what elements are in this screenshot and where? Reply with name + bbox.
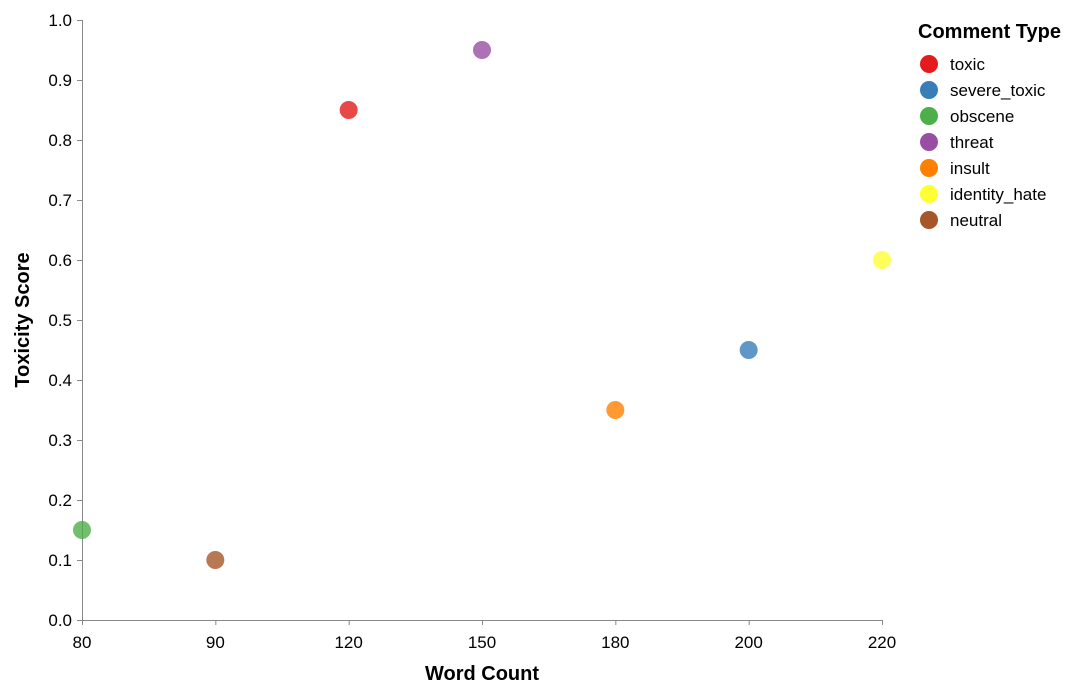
point-severe-toxic[interactable] bbox=[739, 341, 758, 359]
x-tick-label: 120 bbox=[334, 633, 362, 652]
x-tick-label: 90 bbox=[206, 633, 225, 652]
legend-label: severe_toxic bbox=[950, 81, 1046, 100]
x-tick-label: 180 bbox=[601, 633, 629, 652]
y-tick-label: 0.5 bbox=[48, 311, 72, 330]
y-tick-label: 0.8 bbox=[48, 131, 72, 150]
y-tick-label: 1.0 bbox=[48, 11, 72, 30]
y-tick-label: 0.4 bbox=[48, 371, 72, 390]
legend-swatch-severe-toxic bbox=[920, 81, 938, 99]
legend-title: Comment Type bbox=[918, 21, 1061, 43]
x-axis: 80 90 120 150 180 200 220 bbox=[73, 620, 896, 652]
x-tick-label: 150 bbox=[468, 633, 496, 652]
x-axis-title: Word Count bbox=[425, 663, 539, 685]
legend-swatch-identity-hate bbox=[920, 185, 938, 203]
y-tick-label: 0.1 bbox=[48, 551, 72, 570]
legend-swatch-toxic bbox=[920, 55, 938, 73]
point-toxic[interactable] bbox=[339, 101, 358, 119]
point-obscene[interactable] bbox=[73, 521, 91, 539]
point-insult[interactable] bbox=[606, 401, 625, 419]
legend-swatch-threat bbox=[920, 133, 938, 151]
y-axis-title: Toxicity Score bbox=[12, 252, 34, 387]
x-tick-label: 220 bbox=[868, 633, 896, 652]
y-axis: 0.0 0.1 0.2 0.3 0.4 0.5 0.6 0.7 0.8 0.9 1.0 bbox=[48, 11, 83, 630]
y-tick-label: 0.2 bbox=[48, 491, 72, 510]
x-tick-label: 200 bbox=[734, 633, 762, 652]
legend-swatch-obscene bbox=[920, 107, 938, 125]
point-identity-hate[interactable] bbox=[873, 251, 891, 269]
legend-label: threat bbox=[950, 133, 994, 152]
legend-swatch-insult bbox=[920, 159, 938, 177]
y-tick-label: 0.6 bbox=[48, 251, 72, 270]
legend-label: toxic bbox=[950, 55, 985, 74]
legend-label: insult bbox=[950, 159, 990, 178]
y-tick-label: 0.7 bbox=[48, 191, 72, 210]
data-points bbox=[73, 41, 891, 569]
y-tick-label: 0.0 bbox=[48, 611, 72, 630]
legend-label: identity_hate bbox=[950, 185, 1046, 204]
point-threat[interactable] bbox=[473, 41, 491, 59]
legend-label: obscene bbox=[950, 107, 1014, 126]
y-tick-label: 0.9 bbox=[48, 71, 72, 90]
legend-label: neutral bbox=[950, 211, 1002, 230]
point-neutral[interactable] bbox=[206, 551, 225, 569]
legend-swatch-neutral bbox=[920, 211, 938, 229]
x-tick-label: 80 bbox=[73, 633, 92, 652]
y-tick-label: 0.3 bbox=[48, 431, 72, 450]
